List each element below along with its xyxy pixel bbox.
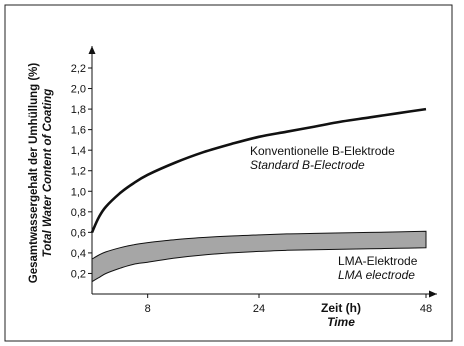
series-lma-label-sub: LMA electrode bbox=[338, 268, 415, 282]
y-tick-label: 0,6 bbox=[71, 227, 86, 239]
series-conventional-line bbox=[90, 107, 427, 233]
x-tick-label: 48 bbox=[420, 303, 432, 315]
y-tick-label: 1,2 bbox=[71, 166, 86, 178]
x-axis-label-sub: Time bbox=[327, 315, 355, 329]
x-tick-label: 24 bbox=[253, 303, 265, 315]
y-tick-label: 1,4 bbox=[71, 145, 86, 157]
chart-border bbox=[4, 4, 453, 342]
series-lma-band bbox=[91, 230, 427, 283]
series-lma-label: LMA-Elektrode bbox=[338, 254, 418, 268]
x-axis-arrow bbox=[429, 290, 437, 298]
y-tick-label: 0,4 bbox=[71, 248, 86, 260]
series-conventional-label: Konventionelle B-Elektrode bbox=[250, 144, 395, 158]
x-axis-label: Zeit (h) bbox=[321, 301, 361, 315]
x-tick-label: 8 bbox=[145, 303, 151, 315]
y-tick-label: 1,0 bbox=[71, 186, 86, 198]
y-tick-label: 1,8 bbox=[71, 104, 86, 116]
y-axis-label: Gesamtwassergehalt der Umhüllung (%) bbox=[28, 63, 40, 284]
y-ticks: 0,2 0,4 0,6 0,8 1,0 1,2 1,4 1,6 1,8 2,0 2,2 bbox=[71, 63, 92, 280]
y-axis-arrow bbox=[88, 46, 96, 54]
y-tick-label: 0,2 bbox=[71, 268, 86, 280]
y-tick-label: 2,2 bbox=[71, 63, 86, 75]
series-conventional-label-sub: Standard B-Electrode bbox=[250, 158, 365, 172]
y-axis-label-sub: Total Water Content of Coating bbox=[42, 89, 54, 258]
y-tick-label: 1,6 bbox=[71, 125, 86, 137]
x-ticks: 8 24 48 bbox=[145, 294, 432, 315]
y-tick-label: 0,8 bbox=[71, 207, 86, 219]
y-tick-label: 2,0 bbox=[71, 84, 86, 96]
